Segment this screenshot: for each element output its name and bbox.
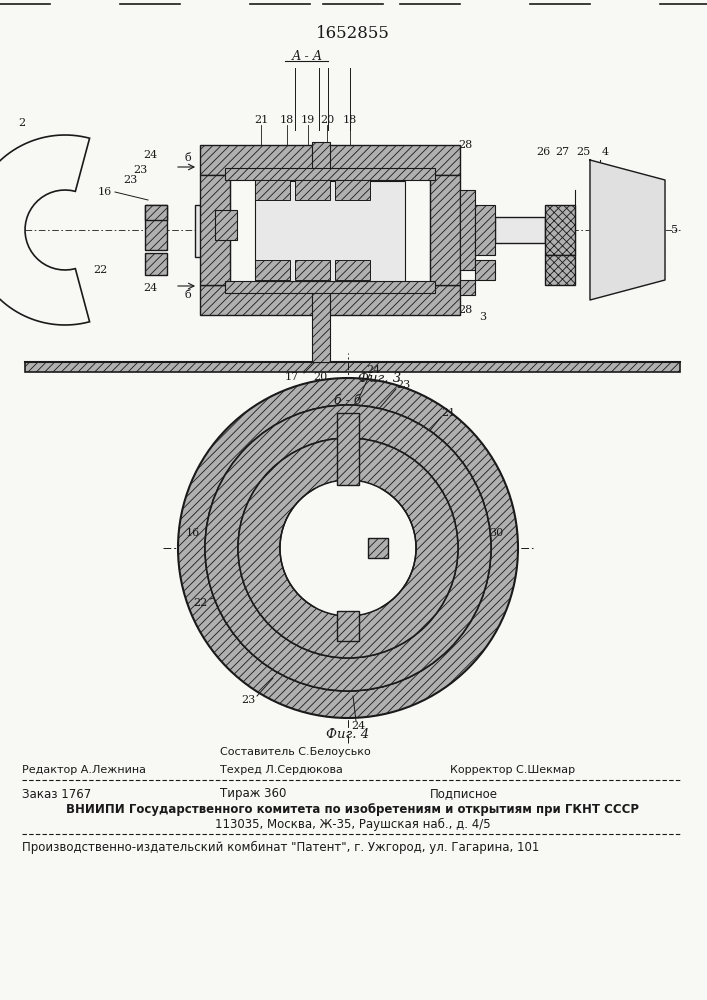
Text: 23: 23 bbox=[133, 165, 147, 175]
Text: 18: 18 bbox=[280, 115, 294, 125]
Text: 3: 3 bbox=[479, 312, 486, 322]
Circle shape bbox=[205, 405, 491, 691]
Bar bbox=[295, 180, 330, 200]
Bar bbox=[495, 217, 545, 243]
Text: 28: 28 bbox=[458, 305, 472, 315]
Bar bbox=[225, 281, 435, 293]
Text: Заказ 1767: Заказ 1767 bbox=[22, 788, 91, 800]
Text: 5: 5 bbox=[672, 225, 679, 235]
Text: Подписное: Подписное bbox=[430, 788, 498, 800]
Circle shape bbox=[238, 438, 458, 658]
Text: 4: 4 bbox=[602, 147, 609, 157]
Text: 19: 19 bbox=[301, 115, 315, 125]
Text: б: б bbox=[185, 153, 192, 163]
Text: Фиг. 4: Фиг. 4 bbox=[327, 728, 370, 742]
Text: 30: 30 bbox=[205, 150, 219, 160]
Text: 25: 25 bbox=[576, 147, 590, 157]
Text: 17: 17 bbox=[285, 372, 299, 382]
Bar bbox=[460, 190, 475, 270]
Text: 16: 16 bbox=[186, 528, 200, 538]
Text: б - б: б - б bbox=[334, 393, 362, 406]
Bar bbox=[145, 253, 167, 275]
Bar bbox=[200, 285, 460, 315]
Bar bbox=[545, 205, 575, 255]
Text: А - А: А - А bbox=[291, 49, 322, 62]
Bar bbox=[475, 205, 495, 255]
Text: 18: 18 bbox=[343, 115, 357, 125]
Bar bbox=[368, 538, 388, 558]
Circle shape bbox=[178, 378, 518, 718]
Polygon shape bbox=[0, 135, 90, 325]
Text: 27: 27 bbox=[555, 147, 569, 157]
Bar bbox=[545, 255, 575, 285]
Text: 2: 2 bbox=[18, 118, 25, 128]
Bar bbox=[200, 175, 230, 285]
Bar bbox=[337, 611, 359, 641]
Bar bbox=[25, 362, 680, 372]
Text: Редактор А.Лежнина: Редактор А.Лежнина bbox=[22, 765, 146, 775]
Polygon shape bbox=[590, 160, 665, 300]
Text: 29: 29 bbox=[433, 285, 447, 295]
Text: 23: 23 bbox=[241, 695, 255, 705]
Text: 20: 20 bbox=[320, 115, 334, 125]
Bar bbox=[145, 205, 167, 220]
Text: 23: 23 bbox=[396, 380, 410, 390]
Text: 16: 16 bbox=[98, 187, 112, 197]
Bar bbox=[475, 260, 495, 280]
Circle shape bbox=[238, 438, 458, 658]
Bar bbox=[200, 145, 460, 175]
Text: Корректор С.Шекмар: Корректор С.Шекмар bbox=[450, 765, 575, 775]
Circle shape bbox=[205, 405, 491, 691]
Bar bbox=[230, 175, 430, 285]
Text: 24: 24 bbox=[143, 283, 157, 293]
Bar bbox=[460, 280, 475, 295]
Bar bbox=[335, 260, 370, 280]
Bar bbox=[215, 210, 237, 240]
Bar bbox=[255, 181, 405, 281]
Bar bbox=[295, 260, 330, 280]
Text: 23: 23 bbox=[123, 175, 137, 185]
Bar bbox=[335, 180, 370, 200]
Bar bbox=[195, 205, 475, 257]
Text: 29: 29 bbox=[433, 160, 447, 170]
Text: 20: 20 bbox=[313, 372, 327, 382]
Bar bbox=[337, 413, 359, 485]
Circle shape bbox=[280, 480, 416, 616]
Text: Техред Л.Сердюкова: Техред Л.Сердюкова bbox=[220, 765, 343, 775]
Text: Производственно-издательский комбинат "Патент", г. Ужгород, ул. Гагарина, 101: Производственно-издательский комбинат "П… bbox=[22, 840, 539, 854]
Bar bbox=[255, 260, 290, 280]
Text: 22: 22 bbox=[193, 598, 207, 608]
Bar bbox=[255, 180, 290, 200]
Text: 24: 24 bbox=[143, 150, 157, 160]
Bar bbox=[225, 168, 435, 180]
Bar bbox=[430, 175, 460, 285]
Text: 30: 30 bbox=[489, 528, 503, 538]
Text: Составитель С.Белоусько: Составитель С.Белоусько bbox=[220, 747, 370, 757]
Text: ВНИИПИ Государственного комитета по изобретениям и открытиям при ГКНТ СССР: ВНИИПИ Государственного комитета по изоб… bbox=[66, 804, 640, 816]
Text: 22: 22 bbox=[93, 265, 107, 275]
Circle shape bbox=[238, 438, 458, 658]
Text: Фиг. 3: Фиг. 3 bbox=[358, 371, 402, 384]
Bar bbox=[312, 142, 330, 362]
Text: 26: 26 bbox=[536, 147, 550, 157]
Bar bbox=[145, 205, 167, 250]
Text: 113035, Москва, Ж-35, Раушская наб., д. 4/5: 113035, Москва, Ж-35, Раушская наб., д. … bbox=[215, 817, 491, 831]
Text: Тираж 360: Тираж 360 bbox=[220, 788, 286, 800]
Text: б: б bbox=[185, 290, 192, 300]
Circle shape bbox=[280, 480, 416, 616]
Text: 24: 24 bbox=[366, 365, 380, 375]
Text: 21: 21 bbox=[441, 408, 455, 418]
Text: 1652855: 1652855 bbox=[316, 25, 390, 42]
Text: 24: 24 bbox=[351, 721, 365, 731]
Text: 21: 21 bbox=[254, 115, 268, 125]
Text: 28: 28 bbox=[458, 140, 472, 150]
